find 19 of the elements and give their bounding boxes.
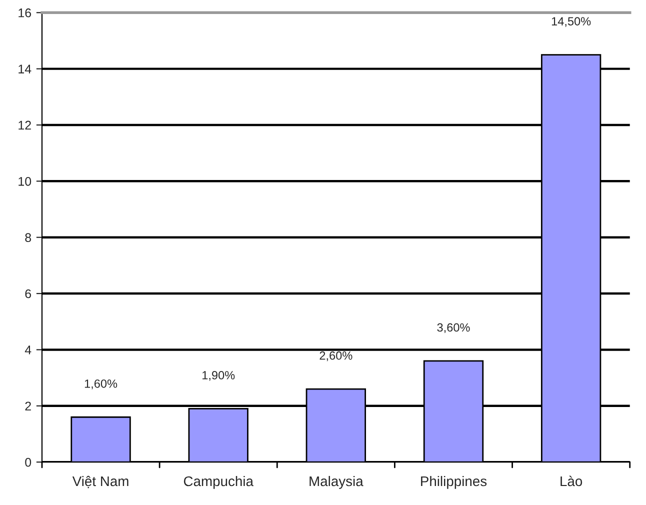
y-tick-label: 10 <box>18 176 32 186</box>
y-tick-label: 12 <box>18 120 31 130</box>
y-tick-label: 2 <box>25 402 31 410</box>
data-label: 1,60% <box>84 379 118 390</box>
x-tick-label: Malaysia <box>310 476 364 489</box>
x-tick-label: Lào <box>560 476 582 486</box>
y-tick-label: 4 <box>24 346 32 354</box>
x-tick-label: Philippines <box>421 476 487 489</box>
y-tick-label: 16 <box>18 8 32 18</box>
x-tick-label: Campuchia <box>184 476 254 489</box>
data-label: 14,50% <box>552 17 591 27</box>
y-tick-label: 0 <box>25 458 32 467</box>
data-label: 2,60% <box>320 351 352 362</box>
y-tick-label: 8 <box>25 233 32 242</box>
x-tick-label: Việt Nam <box>72 476 128 488</box>
y-tick-label: 14 <box>18 64 32 74</box>
y-tick-label: 6 <box>25 289 32 298</box>
data-label: 3,60% <box>437 323 470 334</box>
data-label: 1,90% <box>202 371 235 381</box>
